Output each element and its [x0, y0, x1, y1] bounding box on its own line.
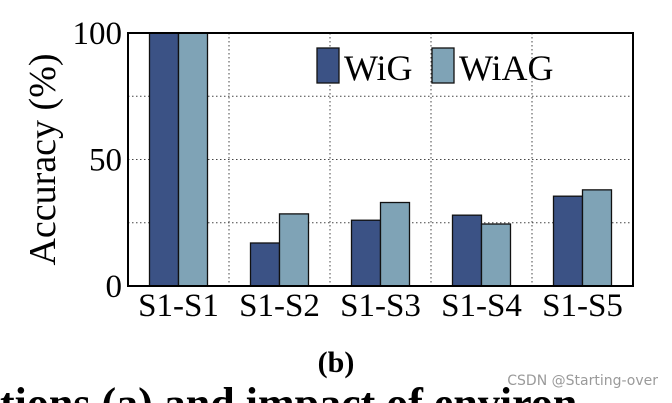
x-tick-label: S1-S3	[340, 288, 421, 324]
bar-wiag-s1-s4	[480, 223, 512, 287]
bar-wiag-s1-s5	[581, 189, 613, 287]
legend-label-wig: WiG	[344, 48, 413, 88]
x-tick-label: S1-S5	[542, 288, 623, 324]
watermark: CSDN @Starting-over	[507, 373, 658, 389]
x-tick-labels: S1-S1 S1-S2 S1-S3 S1-S4 S1-S5	[138, 288, 623, 324]
y-tick-labels: 0 50 100	[73, 16, 123, 305]
y-tick-label: 0	[106, 269, 123, 305]
x-tick-label: S1-S4	[441, 288, 522, 324]
plot-frame	[127, 32, 634, 287]
bar-wig-s1-s1	[148, 32, 180, 287]
bar-wig-s1-s3	[350, 219, 382, 287]
legend-label-wiag: WiAG	[459, 48, 554, 88]
bar-wiag-s1-s2	[278, 213, 310, 287]
bar-wig-s1-s2	[249, 242, 281, 287]
bar-wig-s1-s5	[552, 195, 584, 287]
bar-wig-s1-s4	[451, 214, 483, 287]
x-tick-label: S1-S2	[239, 288, 320, 324]
legend: WiG WiAG	[316, 47, 554, 88]
legend-swatch-wig	[316, 47, 340, 84]
subfigure-caption: (b)	[317, 346, 355, 379]
bar-chart: 0 50 100 S1-S1 S1-S2 S1-S3 S1-S4 S1-S5 Accurac…	[22, 16, 634, 324]
bar-wiag-s1-s3	[379, 201, 411, 287]
bar-wiag-s1-s1	[177, 32, 209, 287]
x-tick-label: S1-S1	[138, 288, 219, 324]
y-axis-label: Accuracy (%)	[22, 53, 64, 265]
cropped-caption-text: tions (a) and impact of environ	[0, 382, 672, 403]
y-tick-label: 50	[89, 143, 122, 179]
y-tick-label: 100	[73, 16, 123, 52]
legend-swatch-wiag	[431, 47, 455, 84]
